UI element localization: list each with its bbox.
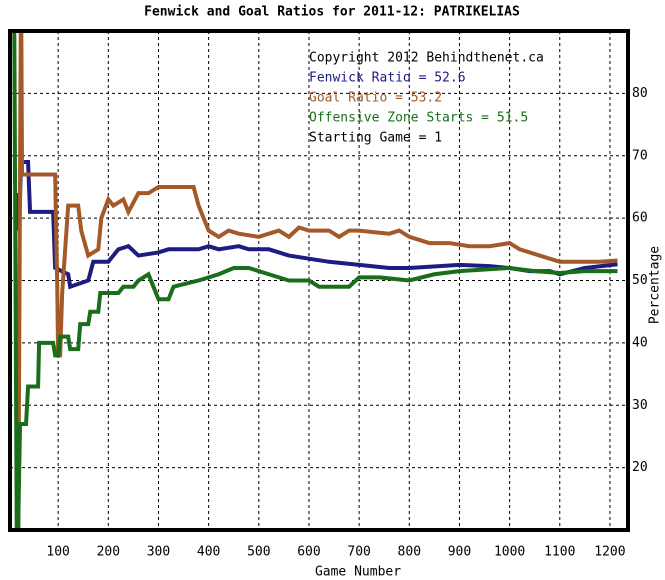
series-line <box>16 33 618 528</box>
x-tick-label: 300 <box>147 545 170 560</box>
y-tick-label: 40 <box>632 335 648 350</box>
annotation: Copyright 2012 Behindthenet.ca <box>309 51 544 66</box>
x-tick-label: 600 <box>297 545 320 560</box>
y-tick-label: 80 <box>632 86 648 101</box>
annotation: Starting Game = 1 <box>309 131 442 146</box>
x-tick-label: 900 <box>448 545 471 560</box>
x-tick-label: 700 <box>347 545 370 560</box>
y-tick-label: 30 <box>632 398 648 413</box>
labels: 100 200 300 400 500 600 700 800 900 1000 1100 1200 2… <box>46 51 647 560</box>
plot-border <box>8 29 630 532</box>
grid <box>10 31 628 530</box>
x-tick-label: 500 <box>247 545 270 560</box>
y-tick-label: 50 <box>632 273 648 288</box>
x-axis-label: Game Number <box>315 565 401 580</box>
series-line <box>14 159 618 290</box>
x-tick-label: 100 <box>46 545 69 560</box>
y-tick-label: 70 <box>632 148 648 163</box>
x-tick-label: 1000 <box>494 545 525 560</box>
x-tick-label: 1100 <box>544 545 575 560</box>
chart-title: Fenwick and Goal Ratios for 2011-12: PAT… <box>144 5 520 20</box>
legend-entry: Offensive Zone Starts = 51.5 <box>309 111 528 126</box>
series-line <box>12 33 618 528</box>
y-tick-label: 20 <box>632 460 648 475</box>
x-tick-label: 800 <box>398 545 421 560</box>
x-tick-label: 1200 <box>594 545 625 560</box>
y-tick-label: 60 <box>632 211 648 226</box>
plot-lines <box>12 33 618 528</box>
x-tick-label: 400 <box>197 545 220 560</box>
legend-entry: Fenwick Ratio = 52.6 <box>309 71 466 86</box>
x-tick-label: 200 <box>97 545 120 560</box>
legend-entry: Goal Ratio = 53.2 <box>309 91 442 106</box>
y-axis-label: Percentage <box>648 246 663 324</box>
